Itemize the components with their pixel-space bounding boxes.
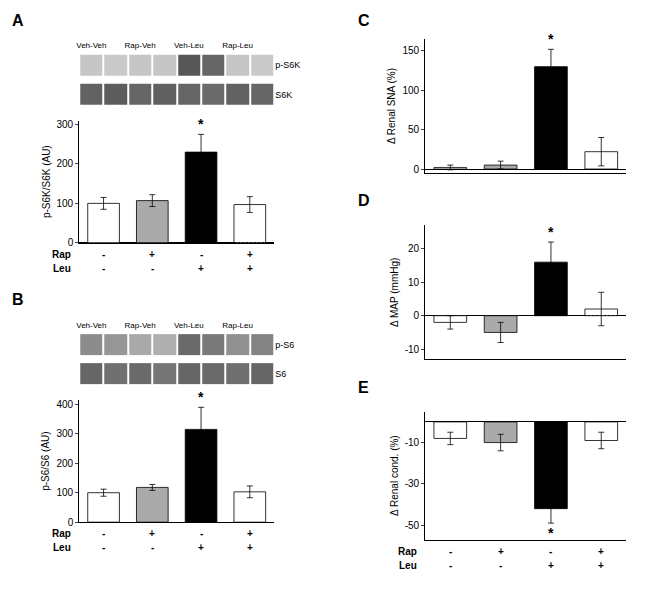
svg-text:-: - [102,542,105,553]
svg-text:D: D [358,192,370,209]
svg-text:100: 100 [57,487,74,498]
svg-text:0: 0 [414,164,420,175]
svg-text:*: * [548,525,554,541]
svg-text:-: - [151,263,154,274]
svg-text:20: 20 [408,243,420,254]
svg-text:-: - [151,542,154,553]
svg-text:E: E [358,379,369,396]
svg-text:S6: S6 [275,369,286,379]
svg-text:Leu: Leu [53,542,71,553]
svg-text:Δ Renal SNA (%): Δ Renal SNA (%) [386,68,397,144]
svg-text:100: 100 [402,85,419,96]
svg-text:B: B [12,291,24,308]
svg-text:50: 50 [408,124,420,135]
svg-text:-: - [499,560,502,571]
svg-text:Rap-Veh: Rap-Veh [125,321,156,330]
svg-text:p-S6/S6 (AU): p-S6/S6 (AU) [41,431,52,490]
svg-text:-30: -30 [405,478,420,489]
svg-text:Rap: Rap [52,249,71,260]
svg-text:+: + [198,542,204,553]
svg-text:*: * [198,389,204,405]
svg-text:-: - [200,249,203,260]
svg-text:150: 150 [402,45,419,56]
svg-text:+: + [598,546,604,557]
svg-text:0: 0 [68,517,74,528]
svg-text:p-S6K: p-S6K [275,60,300,70]
svg-text:Veh-Leu: Veh-Leu [174,321,204,330]
svg-text:C: C [358,12,370,29]
svg-text:+: + [598,560,604,571]
svg-text:Δ Renal cond. (%): Δ Renal cond. (%) [389,435,400,516]
svg-text:*: * [548,31,554,47]
svg-text:300: 300 [57,119,74,130]
svg-text:-: - [200,528,203,539]
svg-text:Veh-Veh: Veh-Veh [76,41,106,50]
svg-text:-: - [102,263,105,274]
svg-text:Rap-Leu: Rap-Leu [222,41,253,50]
svg-text:400: 400 [57,399,74,410]
svg-text:Δ MAP (mmHg): Δ MAP (mmHg) [389,258,400,327]
svg-text:+: + [149,528,155,539]
svg-text:+: + [198,263,204,274]
svg-text:0: 0 [68,237,74,248]
svg-text:10: 10 [408,277,420,288]
svg-text:-50: -50 [405,520,420,531]
svg-text:300: 300 [57,428,74,439]
svg-text:*: * [548,224,554,240]
svg-text:-: - [449,546,452,557]
svg-text:-10: -10 [405,344,420,355]
svg-text:Leu: Leu [53,263,71,274]
svg-text:-: - [549,546,552,557]
svg-text:+: + [247,263,253,274]
svg-text:-: - [102,249,105,260]
svg-text:Leu: Leu [399,560,417,571]
svg-text:200: 200 [57,158,74,169]
svg-text:+: + [247,542,253,553]
svg-text:+: + [498,546,504,557]
svg-text:-10: -10 [405,437,420,448]
svg-text:Veh-Leu: Veh-Leu [174,41,204,50]
svg-text:Rap: Rap [52,528,71,539]
svg-text:Rap-Leu: Rap-Leu [222,321,253,330]
svg-text:S6K: S6K [275,90,292,100]
svg-text:Rap: Rap [398,546,417,557]
svg-text:p-S6K/S6K (AU): p-S6K/S6K (AU) [41,145,52,218]
svg-text:A: A [12,12,24,29]
svg-text:+: + [247,249,253,260]
svg-text:Rap-Veh: Rap-Veh [125,41,156,50]
svg-text:p-S6: p-S6 [275,340,294,350]
svg-text:200: 200 [57,458,74,469]
svg-text:-: - [102,528,105,539]
svg-text:100: 100 [57,198,74,209]
svg-text:+: + [149,249,155,260]
svg-text:+: + [247,528,253,539]
svg-text:0: 0 [414,310,420,321]
svg-text:+: + [548,560,554,571]
svg-text:*: * [198,116,204,132]
svg-text:-: - [449,560,452,571]
svg-text:Veh-Veh: Veh-Veh [76,321,106,330]
